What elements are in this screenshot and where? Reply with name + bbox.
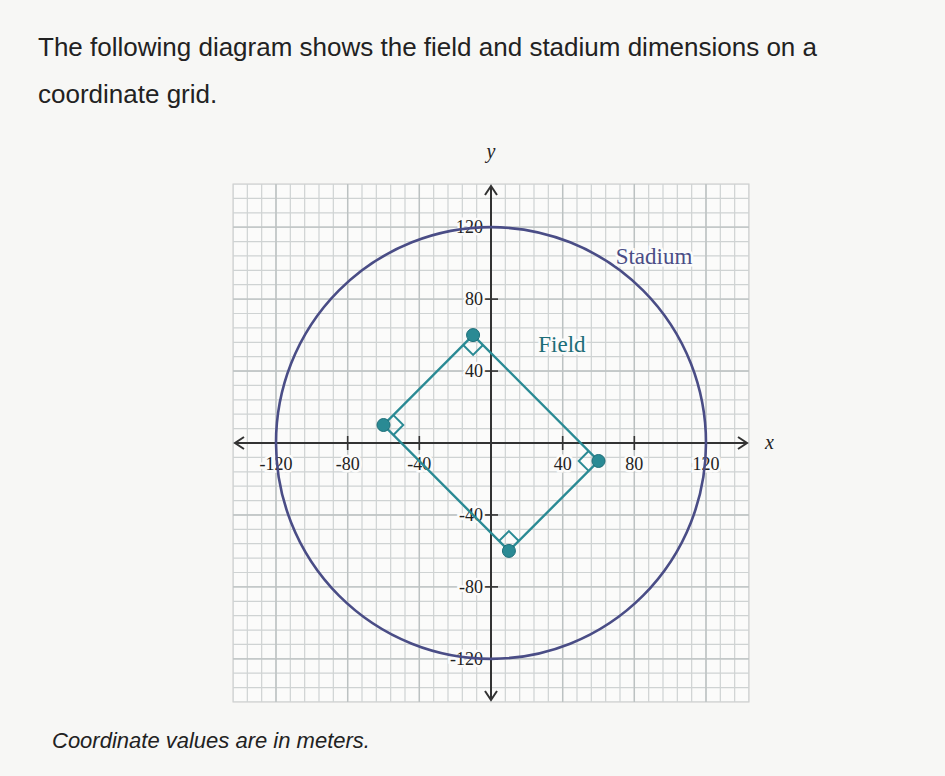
chart: -120-80-4040801201208040-40-80-120xyStad… <box>0 0 945 776</box>
stadium <box>276 227 706 659</box>
grid-line <box>233 299 749 300</box>
axis-arrow <box>235 437 244 449</box>
minor-grid <box>233 184 749 702</box>
field-vertex <box>467 329 480 342</box>
grid-line <box>233 370 749 371</box>
x-tick <box>347 436 349 450</box>
y-tick <box>484 586 498 588</box>
axis-arrow <box>485 691 497 700</box>
axis-arrow <box>738 437 747 449</box>
y-tick-label: 80 <box>465 289 483 309</box>
grid-line <box>562 184 563 702</box>
x-tick-label: -80 <box>336 454 360 474</box>
grid-line <box>233 298 749 299</box>
grid-line <box>233 514 749 515</box>
field-vertex <box>502 544 515 557</box>
grid-line <box>419 184 420 702</box>
y-tick <box>484 370 498 372</box>
y-axis-label: y <box>485 140 496 163</box>
x-tick <box>419 436 421 450</box>
field <box>384 335 599 551</box>
right-angle-marker <box>463 345 483 355</box>
axis-arrow <box>485 186 497 195</box>
field-vertex <box>592 454 605 467</box>
y-tick <box>484 514 498 516</box>
x-tick <box>634 436 636 450</box>
y-tick <box>484 298 498 300</box>
note: Coordinate values are in meters. <box>52 728 370 754</box>
grid-line <box>347 184 348 702</box>
grid-line <box>490 184 491 702</box>
y-tick-label: 40 <box>465 361 483 381</box>
grid-line <box>233 514 749 515</box>
plot-frame <box>233 184 749 702</box>
right-angle-marker <box>393 415 403 435</box>
grid-line <box>233 586 749 587</box>
x-tick-label: 40 <box>554 454 572 474</box>
x-tick <box>562 436 564 450</box>
field-vertex <box>377 419 390 432</box>
y-tick-label: -80 <box>459 577 483 597</box>
stadium-label: Stadium <box>616 244 693 269</box>
field-label: Field <box>538 332 586 357</box>
grid-line <box>233 370 749 371</box>
grid-line <box>347 184 348 702</box>
grid-line <box>419 184 420 702</box>
x-tick-label: 80 <box>625 454 643 474</box>
title: The following diagram shows the field an… <box>38 24 918 118</box>
data-layer <box>276 227 706 659</box>
right-angle-marker <box>499 531 519 541</box>
grid-line <box>562 184 563 702</box>
y-axis <box>490 186 492 700</box>
right-angle-marker <box>579 451 589 471</box>
x-axis-label: x <box>764 431 774 453</box>
grid-line <box>233 586 749 587</box>
